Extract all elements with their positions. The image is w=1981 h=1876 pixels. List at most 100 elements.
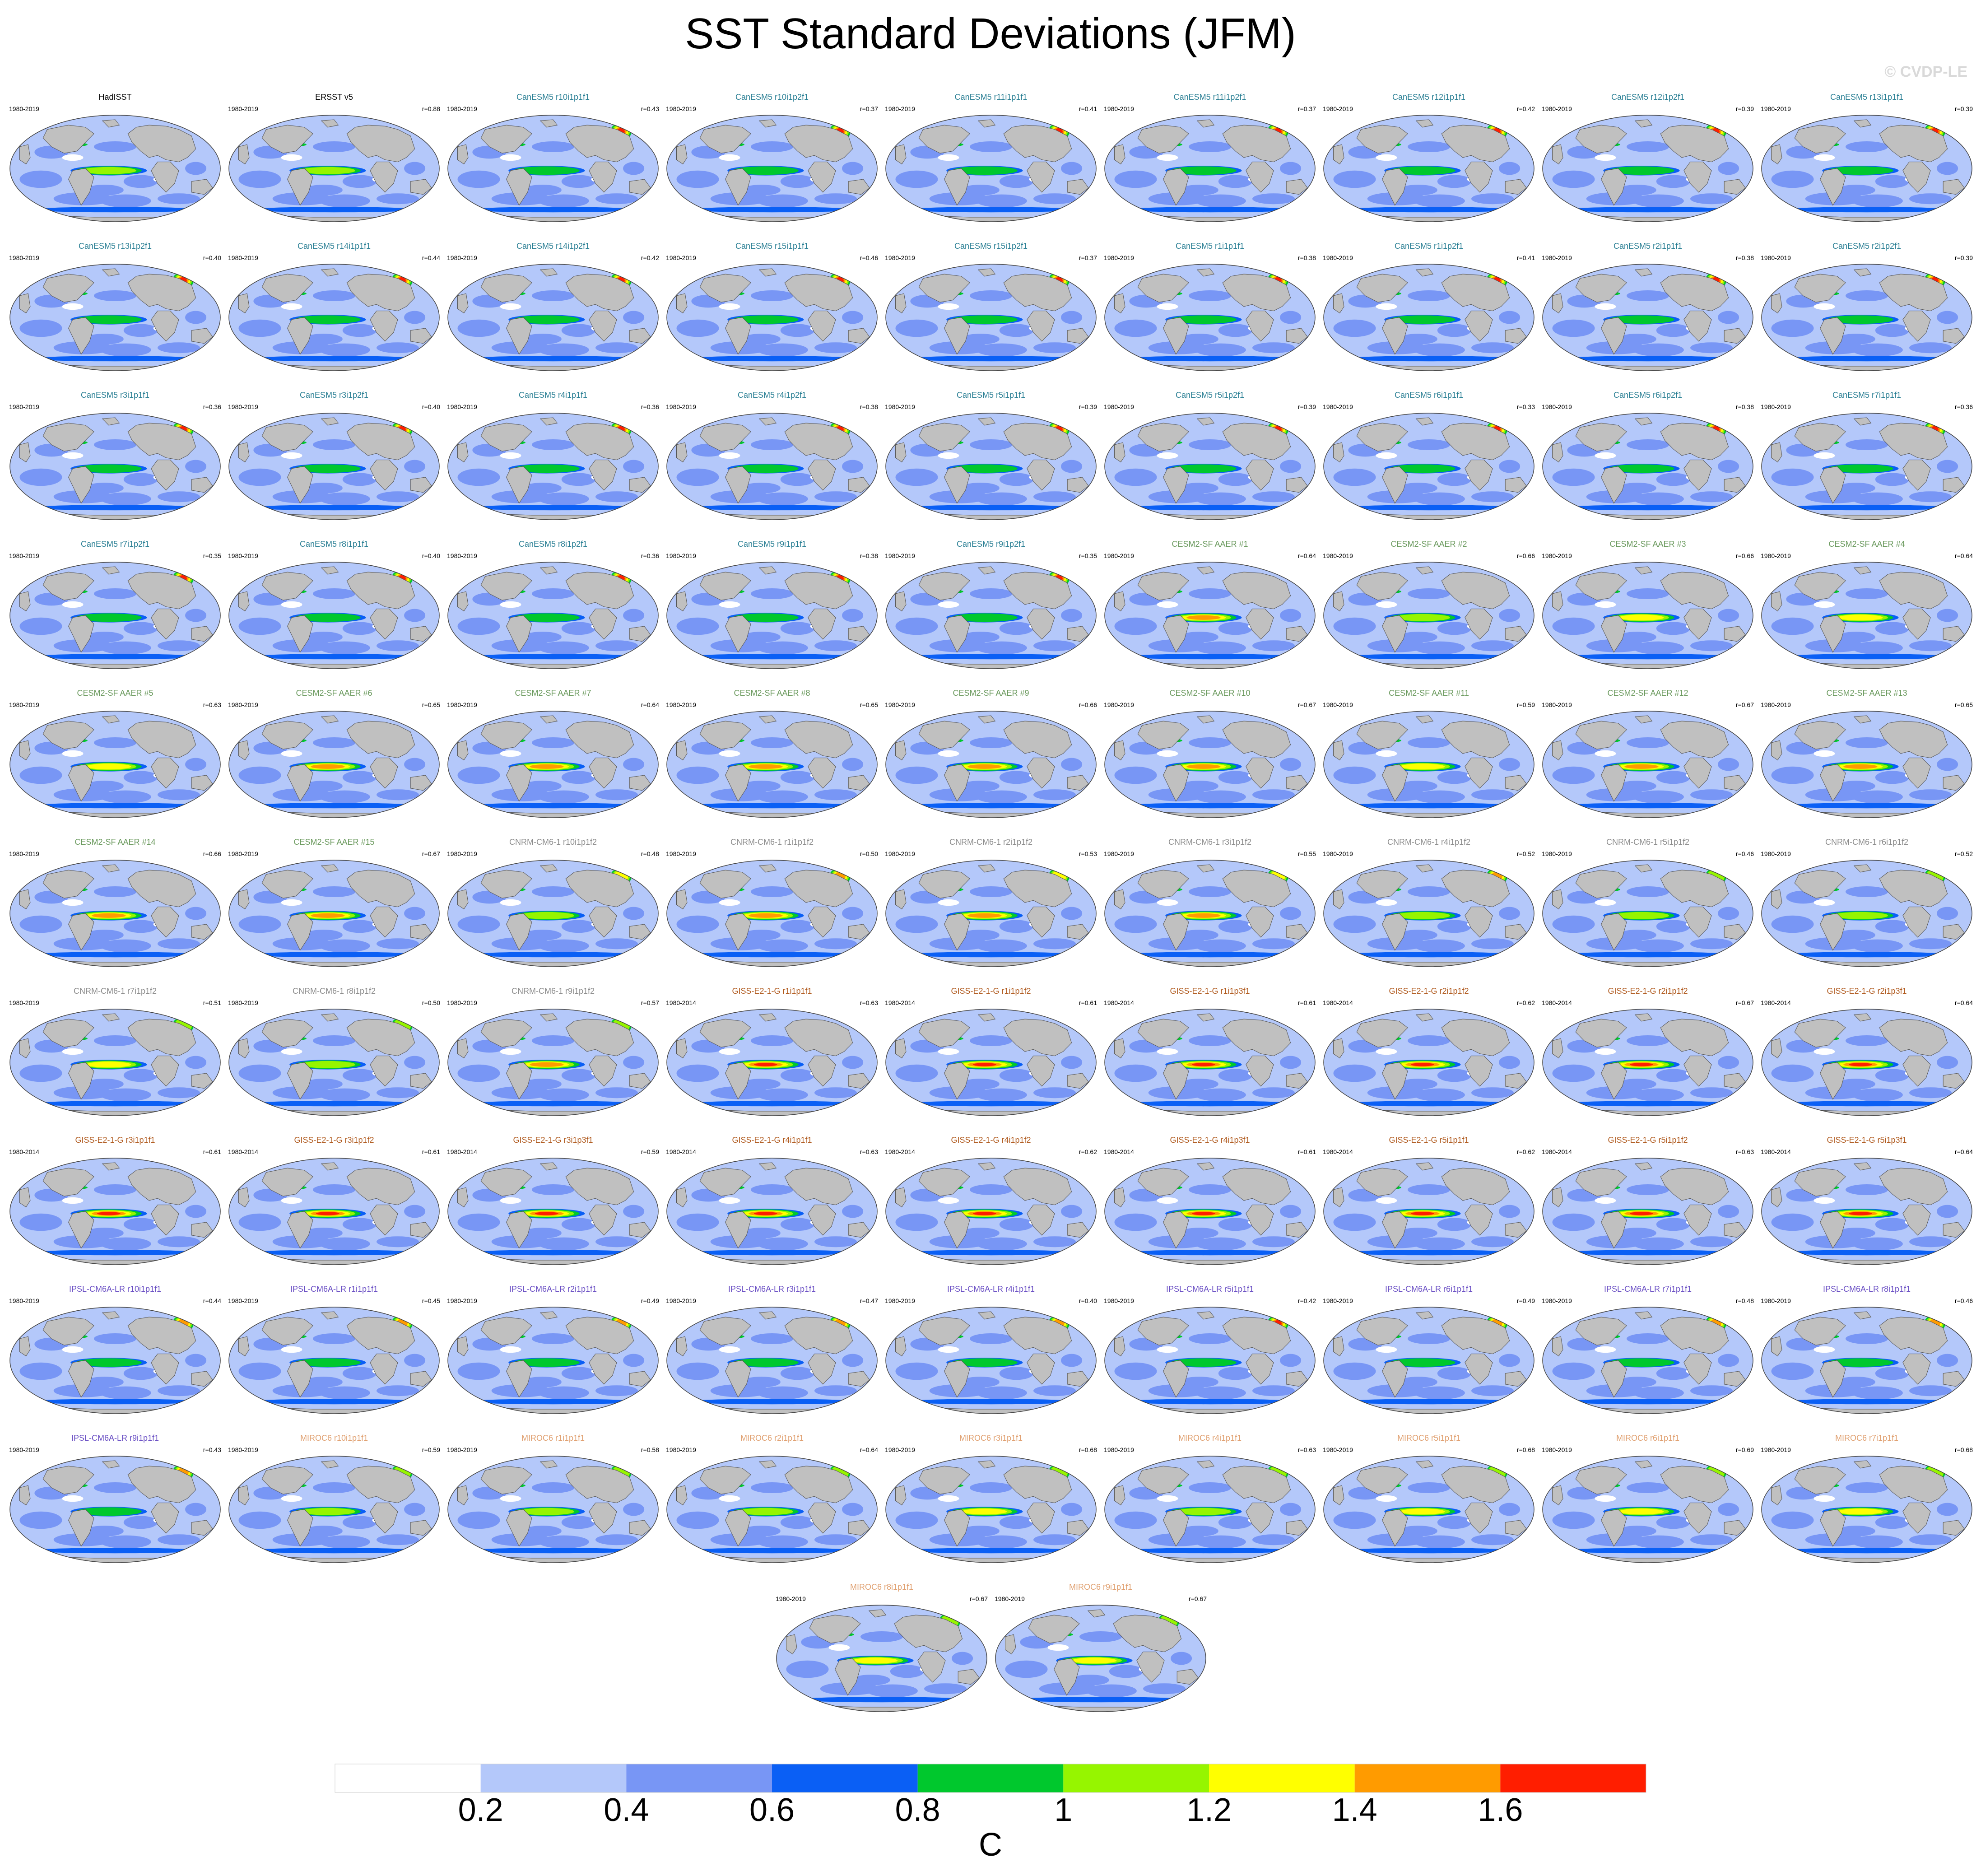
land-mass xyxy=(346,274,415,312)
southern-ocean-band xyxy=(1782,1399,1952,1405)
panel-title: IPSL-CM6A-LR r2i1p1f1 xyxy=(509,1285,597,1294)
map-panel: CNRM-CM6-1 r7i1p1f2 1980-2019 r=0.51 xyxy=(9,987,221,1117)
sd-low-patch xyxy=(1595,750,1616,757)
enso-tongue xyxy=(1072,1657,1117,1664)
land-mass xyxy=(1771,293,1782,314)
sd-patch xyxy=(595,789,638,801)
map-outline xyxy=(9,264,221,371)
panel-period: 1980-2019 xyxy=(1542,1446,1572,1453)
panel-period: 1980-2019 xyxy=(1104,105,1134,112)
sd-patch xyxy=(757,194,808,208)
land-mass xyxy=(506,764,532,802)
sst-sd-map xyxy=(228,264,440,371)
sd-patch xyxy=(1280,609,1302,622)
sd-patch xyxy=(185,758,207,771)
panel-pattern-correlation: r=0.37 xyxy=(860,105,878,112)
land-mass xyxy=(480,125,532,154)
map-panel: CESM2-SF AAER #2 1980-2019 r=0.66 xyxy=(1323,540,1535,670)
map-panel: CanESM5 r9i1p2f1 1980-2019 r=0.35 xyxy=(885,540,1097,670)
enso-tongue xyxy=(1192,1212,1215,1215)
sd-patch xyxy=(1837,632,1875,642)
land-mass xyxy=(1771,144,1782,165)
enso-tongue xyxy=(1619,1508,1664,1515)
land-mass xyxy=(977,268,996,277)
land-mass xyxy=(151,162,179,193)
panel-pattern-correlation: r=0.53 xyxy=(1079,850,1097,857)
sd-patch xyxy=(999,175,1033,188)
panel-period: 1980-2019 xyxy=(447,254,477,261)
land-mass xyxy=(676,293,688,314)
sd-patch xyxy=(976,1535,1027,1549)
sst-sd-map xyxy=(228,1456,440,1563)
sd-low-patch xyxy=(719,899,740,906)
sd-low-patch xyxy=(1376,1495,1397,1502)
sd-low-patch xyxy=(1157,1495,1178,1502)
sd-low-patch xyxy=(281,1495,302,1502)
panel-pattern-correlation: r=0.46 xyxy=(860,254,878,261)
panel-pattern-correlation: r=0.48 xyxy=(641,850,659,857)
map-outline xyxy=(447,115,659,222)
panel-title: MIROC6 r7i1p1f1 xyxy=(1835,1434,1899,1443)
land-mass xyxy=(944,764,970,802)
panel-period: 1980-2019 xyxy=(228,105,258,112)
sd-patch xyxy=(1333,1213,1376,1231)
land-mass xyxy=(1465,609,1493,640)
panel-period: 1980-2019 xyxy=(1542,701,1572,708)
land-mass xyxy=(1552,144,1563,165)
land-mass xyxy=(1286,626,1308,642)
map-panel: CESM2-SF AAER #7 1980-2019 r=0.64 xyxy=(447,689,659,819)
southern-ocean-band xyxy=(1125,207,1295,213)
southern-ocean-band xyxy=(30,654,200,660)
southern-ocean-band xyxy=(1344,1399,1514,1405)
land-mass xyxy=(758,566,777,575)
land-mass xyxy=(539,417,558,426)
sd-patch xyxy=(1333,915,1376,933)
map-panel: CanESM5 r2i1p1f1 1980-2019 r=0.38 xyxy=(1542,242,1754,372)
southern-ocean-band xyxy=(30,1250,200,1256)
sd-patch xyxy=(1771,170,1814,188)
map-outline xyxy=(447,264,659,371)
sd-patch xyxy=(1280,1354,1302,1367)
sd-patch xyxy=(532,886,574,897)
map-panel: CNRM-CM6-1 r10i1p1f2 1980-2019 r=0.48 xyxy=(447,838,659,968)
enso-tongue xyxy=(519,912,574,919)
map-content xyxy=(10,860,220,967)
map-panel: CanESM5 r2i1p2f1 1980-2019 r=0.39 xyxy=(1761,242,1973,372)
sd-patch xyxy=(94,1333,136,1344)
enso-tongue xyxy=(81,167,136,174)
sd-patch xyxy=(1180,334,1218,344)
map-panel: CanESM5 r8i1p2f1 1980-2019 r=0.36 xyxy=(447,540,659,670)
land-mass xyxy=(1333,293,1344,314)
sd-patch xyxy=(1627,1482,1669,1493)
sd-patch xyxy=(19,766,62,784)
panel-pattern-correlation: r=0.64 xyxy=(641,701,659,708)
land-mass xyxy=(1634,417,1653,426)
panel-title: MIROC6 r4i1p1f1 xyxy=(1178,1434,1242,1443)
sd-patch xyxy=(1499,1354,1521,1367)
land-mass xyxy=(629,328,651,344)
map-content xyxy=(10,711,220,818)
sd-patch xyxy=(1771,468,1814,486)
panel-title: HadISST xyxy=(98,93,132,102)
panel-period: 1980-2019 xyxy=(9,999,39,1006)
enso-tongue xyxy=(749,913,783,918)
sd-patch xyxy=(1633,1535,1684,1549)
sd-patch xyxy=(94,588,136,599)
land-mass xyxy=(346,125,415,163)
land-mass xyxy=(808,609,836,640)
map-panel: CESM2-SF AAER #10 1980-2019 r=0.67 xyxy=(1104,689,1316,819)
panel-pattern-correlation: r=0.40 xyxy=(422,403,440,410)
panel-pattern-correlation: r=0.69 xyxy=(1735,1446,1754,1453)
land-mass xyxy=(1246,609,1274,640)
sd-low-patch xyxy=(62,899,84,906)
sd-patch xyxy=(313,1035,355,1046)
land-mass xyxy=(410,924,432,940)
sd-low-patch xyxy=(1595,1495,1616,1502)
sd-patch xyxy=(1399,781,1437,791)
sd-patch xyxy=(1180,632,1218,642)
land-mass xyxy=(151,758,179,789)
land-mass xyxy=(1465,460,1493,491)
sd-patch xyxy=(1195,790,1246,804)
map-outline xyxy=(1761,115,1972,222)
land-mass xyxy=(506,168,532,206)
